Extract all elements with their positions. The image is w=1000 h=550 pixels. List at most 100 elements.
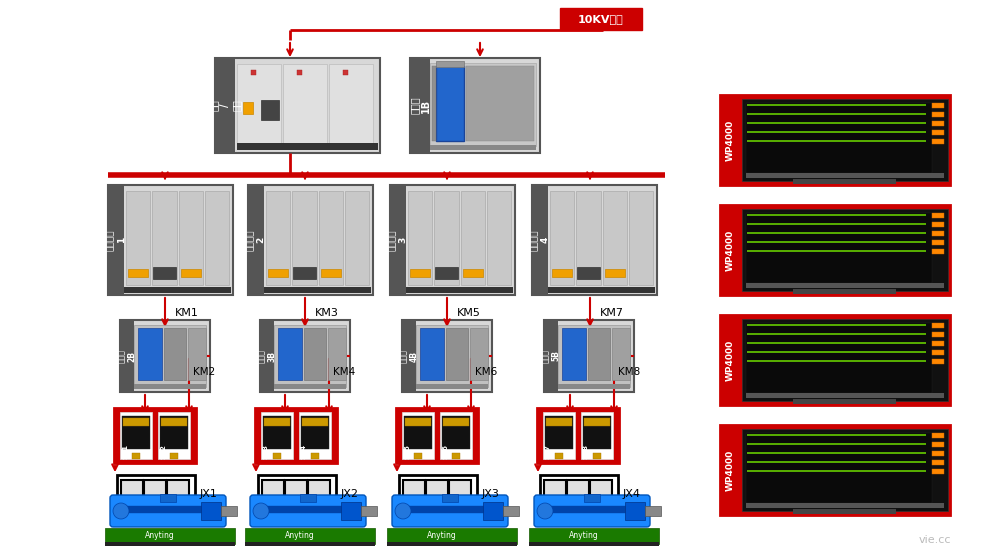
- Bar: [540, 475, 618, 513]
- Bar: [410, 58, 430, 153]
- Bar: [932, 469, 944, 474]
- Bar: [746, 103, 932, 173]
- Bar: [263, 416, 291, 449]
- Bar: [408, 191, 432, 285]
- Bar: [205, 191, 229, 285]
- Bar: [243, 102, 253, 114]
- Bar: [546, 418, 572, 426]
- Text: 变压器
5B: 变压器 5B: [541, 349, 561, 363]
- Text: 数字电源
4: 数字电源 4: [530, 229, 550, 251]
- Text: 整流
/
回馈: 整流 / 回馈: [208, 100, 242, 111]
- Bar: [426, 480, 448, 508]
- Bar: [260, 320, 274, 392]
- Bar: [487, 191, 511, 285]
- Bar: [134, 325, 206, 387]
- Bar: [793, 509, 896, 514]
- Bar: [237, 64, 281, 143]
- Bar: [932, 240, 944, 245]
- Bar: [299, 412, 331, 459]
- Bar: [581, 412, 613, 459]
- Bar: [430, 145, 536, 150]
- Bar: [435, 267, 458, 279]
- Bar: [258, 475, 336, 513]
- Bar: [121, 480, 143, 508]
- Bar: [932, 130, 944, 135]
- Bar: [300, 494, 316, 502]
- Bar: [117, 475, 195, 513]
- Text: WP4000: WP4000: [726, 339, 734, 381]
- Bar: [462, 269, 483, 277]
- Bar: [629, 191, 653, 285]
- Bar: [558, 384, 630, 389]
- Text: JX1: JX1: [200, 489, 218, 499]
- Bar: [932, 112, 944, 117]
- Bar: [932, 222, 944, 227]
- Text: SP3: SP3: [263, 444, 269, 459]
- Bar: [560, 8, 642, 30]
- Bar: [283, 64, 327, 143]
- Bar: [414, 453, 422, 459]
- Text: Anyting: Anyting: [569, 531, 599, 541]
- Bar: [550, 191, 574, 285]
- Bar: [201, 502, 221, 520]
- Ellipse shape: [113, 503, 129, 519]
- Bar: [548, 287, 655, 293]
- Bar: [529, 542, 659, 546]
- Bar: [544, 480, 566, 508]
- Bar: [544, 320, 558, 392]
- Bar: [562, 328, 586, 380]
- Bar: [405, 418, 431, 426]
- Bar: [311, 453, 319, 459]
- Text: Anyting: Anyting: [427, 531, 457, 541]
- Bar: [932, 359, 944, 364]
- Bar: [403, 480, 425, 508]
- Bar: [932, 442, 944, 447]
- Bar: [746, 213, 932, 283]
- Bar: [932, 460, 944, 465]
- Bar: [124, 287, 231, 293]
- Bar: [720, 315, 950, 405]
- Bar: [604, 269, 625, 277]
- Text: SP2: SP2: [160, 444, 166, 459]
- Text: 变压器
4B: 变压器 4B: [399, 349, 419, 363]
- Bar: [543, 412, 575, 459]
- Bar: [558, 325, 630, 387]
- Bar: [278, 328, 302, 380]
- Bar: [720, 95, 950, 185]
- Bar: [932, 139, 944, 144]
- Bar: [262, 480, 284, 508]
- Bar: [132, 453, 140, 459]
- Bar: [742, 209, 948, 291]
- Bar: [160, 494, 176, 502]
- Bar: [567, 480, 589, 508]
- Bar: [612, 328, 630, 380]
- Bar: [406, 287, 513, 293]
- Bar: [248, 185, 264, 295]
- Bar: [245, 542, 375, 546]
- Bar: [402, 412, 434, 459]
- Bar: [120, 412, 152, 459]
- Text: 变压器
1B: 变压器 1B: [409, 97, 431, 114]
- Bar: [399, 475, 477, 513]
- Bar: [274, 325, 346, 387]
- Text: 数字电源
1: 数字电源 1: [106, 229, 126, 251]
- Text: WP4000: WP4000: [726, 449, 734, 491]
- Text: KM2: KM2: [193, 367, 215, 377]
- Bar: [602, 191, 627, 285]
- Bar: [932, 231, 944, 236]
- Bar: [126, 191, 150, 285]
- Bar: [387, 542, 517, 546]
- Bar: [645, 506, 661, 516]
- Bar: [537, 408, 619, 463]
- Text: 数字电源
2: 数字电源 2: [246, 229, 266, 251]
- Text: SP8: SP8: [583, 444, 589, 459]
- Text: vie.cc: vie.cc: [919, 535, 951, 545]
- Bar: [449, 480, 471, 508]
- Bar: [261, 412, 293, 459]
- Bar: [221, 506, 237, 516]
- Text: SP5: SP5: [404, 444, 410, 459]
- Bar: [932, 103, 944, 108]
- Bar: [932, 451, 944, 456]
- Bar: [261, 100, 279, 120]
- FancyBboxPatch shape: [392, 495, 508, 527]
